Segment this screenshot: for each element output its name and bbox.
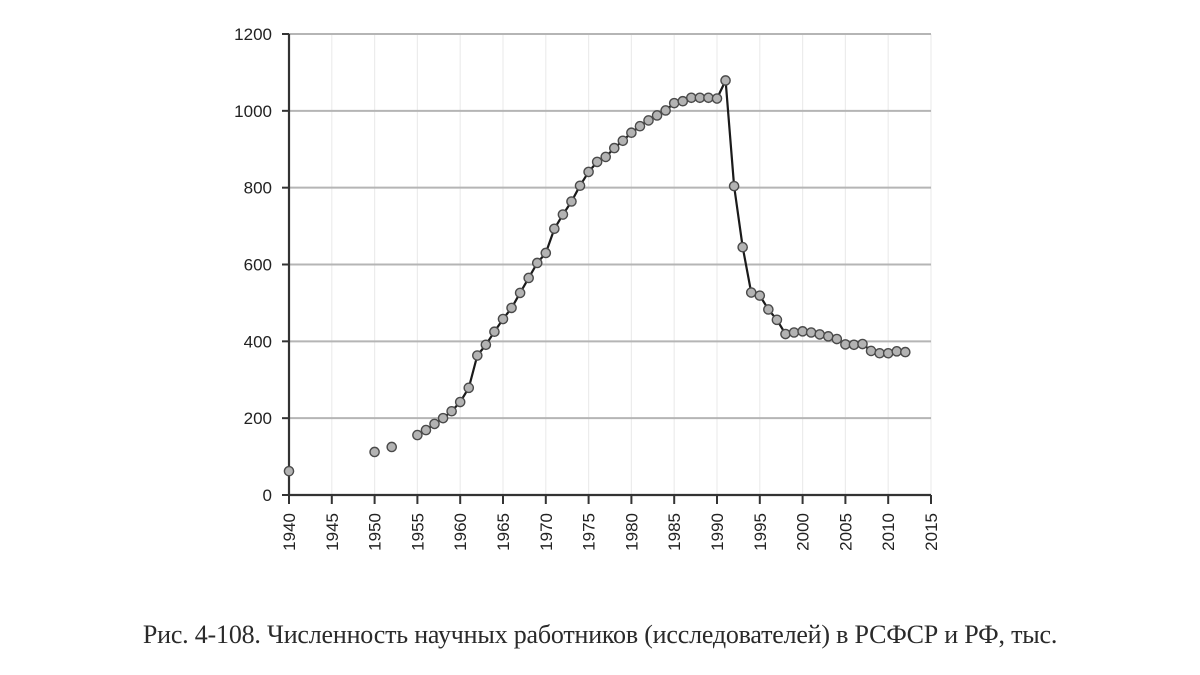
- y-tick-label: 200: [244, 409, 272, 428]
- data-point-marker: [797, 326, 808, 337]
- data-point-marker: [771, 314, 783, 326]
- data-point-marker: [737, 241, 748, 253]
- x-tick-label: 1995: [751, 513, 770, 551]
- data-point-marker: [745, 287, 757, 298]
- data-point-marker: [583, 166, 594, 178]
- data-point-marker: [566, 196, 577, 207]
- x-tick-label: 1955: [408, 513, 427, 551]
- data-point-marker: [463, 382, 475, 394]
- data-point-marker: [720, 75, 731, 86]
- data-point-marker: [489, 326, 500, 338]
- data-point-marker: [643, 115, 654, 126]
- data-point-marker: [814, 329, 826, 340]
- y-axis-ticks: 0 200 400 600 800 1000 1200: [234, 25, 289, 505]
- y-tick-label: 1200: [234, 25, 272, 44]
- data-point-marker: [754, 290, 766, 301]
- data-point-marker: [788, 327, 800, 338]
- data-point-marker: [848, 339, 860, 351]
- data-point-marker: [591, 156, 603, 168]
- data-point-marker: [651, 110, 663, 121]
- data-point-marker: [557, 209, 569, 220]
- y-tick-label: 0: [263, 486, 272, 505]
- y-tick-label: 1000: [234, 102, 272, 121]
- data-point-marker: [506, 302, 517, 314]
- data-point-marker: [617, 135, 629, 147]
- data-point-marker: [454, 396, 466, 408]
- x-tick-label: 1940: [280, 513, 299, 551]
- data-point-marker: [874, 347, 885, 359]
- data-point-marker: [822, 331, 834, 342]
- data-point-marker: [386, 441, 398, 453]
- horizontal-gridlines: [289, 33, 931, 420]
- data-point-marker: [429, 418, 440, 430]
- data-point-marker: [369, 446, 380, 458]
- data-point-marker: [283, 465, 295, 477]
- x-axis-ticks: 1940 1945 1950 1955 1960 1965 1970 1975 1980 1985…: [280, 495, 941, 551]
- series-path: [416, 79, 906, 437]
- x-tick-label: 1960: [451, 513, 470, 551]
- data-point-marker: [608, 142, 620, 154]
- data-point-marker: [420, 424, 432, 436]
- data-point-marker: [840, 339, 851, 350]
- data-point-marker: [686, 92, 697, 104]
- data-point-marker: [865, 345, 877, 357]
- data-point-marker: [540, 247, 552, 259]
- data-point-marker: [703, 92, 714, 104]
- data-point-marker: [857, 338, 868, 350]
- data-point-marker: [677, 95, 689, 107]
- series-line: [416, 79, 906, 437]
- x-tick-label: 2000: [794, 513, 813, 551]
- data-point-marker: [780, 328, 791, 340]
- data-point-marker: [660, 105, 671, 116]
- series-markers: [283, 75, 911, 477]
- data-point-marker: [531, 257, 543, 269]
- data-point-marker: [472, 350, 483, 361]
- x-tick-label: 2010: [879, 513, 898, 551]
- data-point-marker: [882, 347, 894, 359]
- x-tick-label: 1985: [665, 513, 684, 551]
- data-point-marker: [763, 304, 774, 315]
- data-point-marker: [711, 93, 723, 104]
- x-tick-label: 1970: [537, 513, 556, 551]
- x-tick-label: 1980: [622, 513, 641, 551]
- x-tick-label: 1990: [708, 513, 727, 551]
- data-point-marker: [626, 127, 637, 139]
- figure-caption: Рис. 4-108. Численность научных работник…: [142, 620, 1058, 649]
- data-point-marker: [600, 151, 612, 163]
- x-tick-label: 1945: [323, 513, 342, 551]
- x-tick-label: 1975: [580, 513, 599, 551]
- x-tick-label: 1950: [366, 513, 385, 551]
- x-tick-label: 2005: [836, 513, 855, 551]
- data-point-marker: [694, 92, 706, 104]
- data-point-marker: [480, 339, 492, 351]
- data-point-marker: [574, 180, 586, 192]
- data-point-marker: [891, 346, 903, 357]
- data-point-marker: [900, 346, 911, 358]
- data-point-marker: [437, 412, 449, 424]
- data-point-marker: [728, 180, 740, 192]
- data-point-marker: [514, 287, 526, 299]
- y-tick-label: 600: [244, 256, 272, 275]
- data-point-marker: [497, 313, 509, 325]
- x-tick-label: 2015: [922, 513, 941, 551]
- data-point-marker: [523, 272, 534, 284]
- data-point-marker: [412, 429, 423, 441]
- x-tick-label: 1965: [494, 513, 513, 551]
- y-tick-label: 800: [244, 179, 272, 198]
- data-point-marker: [668, 97, 680, 109]
- data-point-marker: [446, 405, 457, 417]
- data-point-marker: [549, 223, 560, 235]
- data-point-marker: [634, 120, 646, 132]
- data-point-marker: [805, 327, 817, 338]
- y-tick-label: 400: [244, 332, 272, 351]
- data-point-marker: [831, 333, 843, 345]
